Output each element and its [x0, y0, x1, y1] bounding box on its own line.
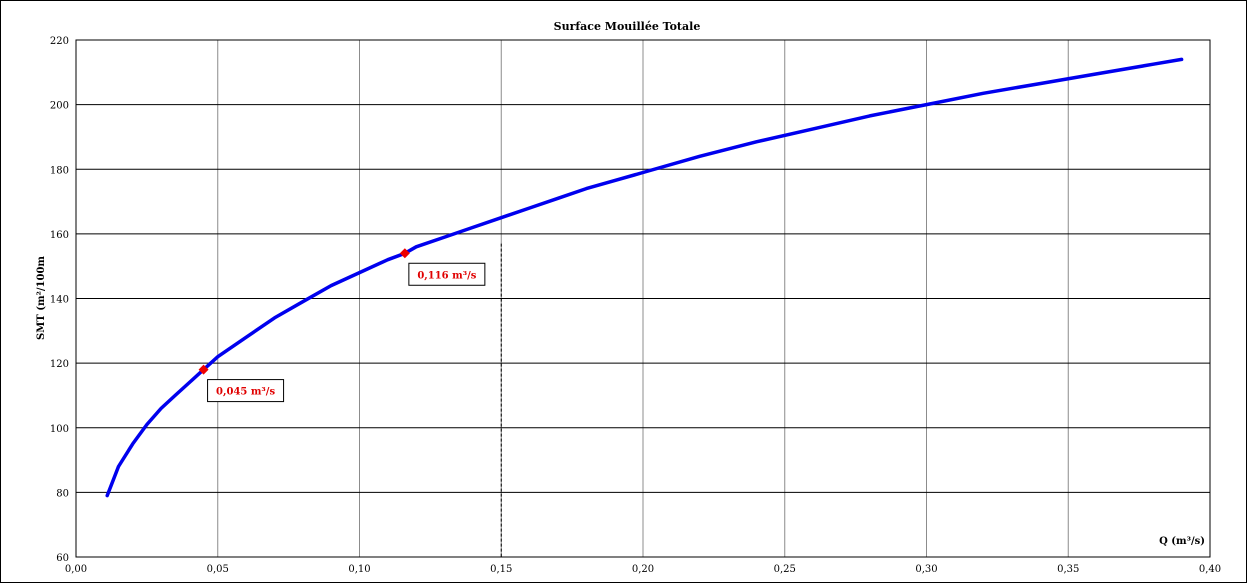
y-tick-label: 120	[50, 359, 69, 370]
annotation-label: 0,045 m³/s	[216, 387, 275, 398]
x-tick-labels: 0,00 0,05 0,10 0,15 0,20 0,25 0,30 0,35 0,40	[65, 564, 1221, 575]
y-tick-label: 180	[50, 165, 69, 176]
y-tick-label: 100	[50, 424, 69, 435]
x-tick-label: 0,35	[1057, 564, 1079, 575]
y-tick-label: 80	[56, 488, 69, 499]
y-tick-labels: 60 80 100 120 140 160 180 200 220	[50, 36, 69, 564]
grid	[76, 40, 1210, 557]
series-line	[107, 59, 1181, 495]
x-tick-label: 0,30	[915, 564, 937, 575]
x-tick-label: 0,05	[207, 564, 229, 575]
chart-title: Surface Mouillée Totale	[554, 20, 701, 33]
points-layer: 0,045 m³/s 0,116 m³/s	[199, 248, 485, 401]
x-tick-label: 0,20	[632, 564, 654, 575]
y-axis-label: SMT (m²/100m	[36, 256, 47, 340]
y-tick-label: 220	[50, 36, 69, 47]
x-tick-label: 0,40	[1199, 564, 1221, 575]
y-tick-label: 200	[50, 101, 69, 112]
x-axis-label: Q (m³/s)	[1159, 536, 1205, 547]
x-tick-label: 0,25	[774, 564, 796, 575]
series-layer	[107, 59, 1181, 495]
y-tick-label: 140	[50, 295, 69, 306]
x-tick-label: 0,00	[65, 564, 87, 575]
y-tick-label: 60	[56, 553, 69, 564]
x-tick-label: 0,15	[490, 564, 512, 575]
x-tick-label: 0,10	[348, 564, 370, 575]
y-tick-label: 160	[50, 230, 69, 241]
annotation-label: 0,116 m³/s	[417, 270, 476, 281]
